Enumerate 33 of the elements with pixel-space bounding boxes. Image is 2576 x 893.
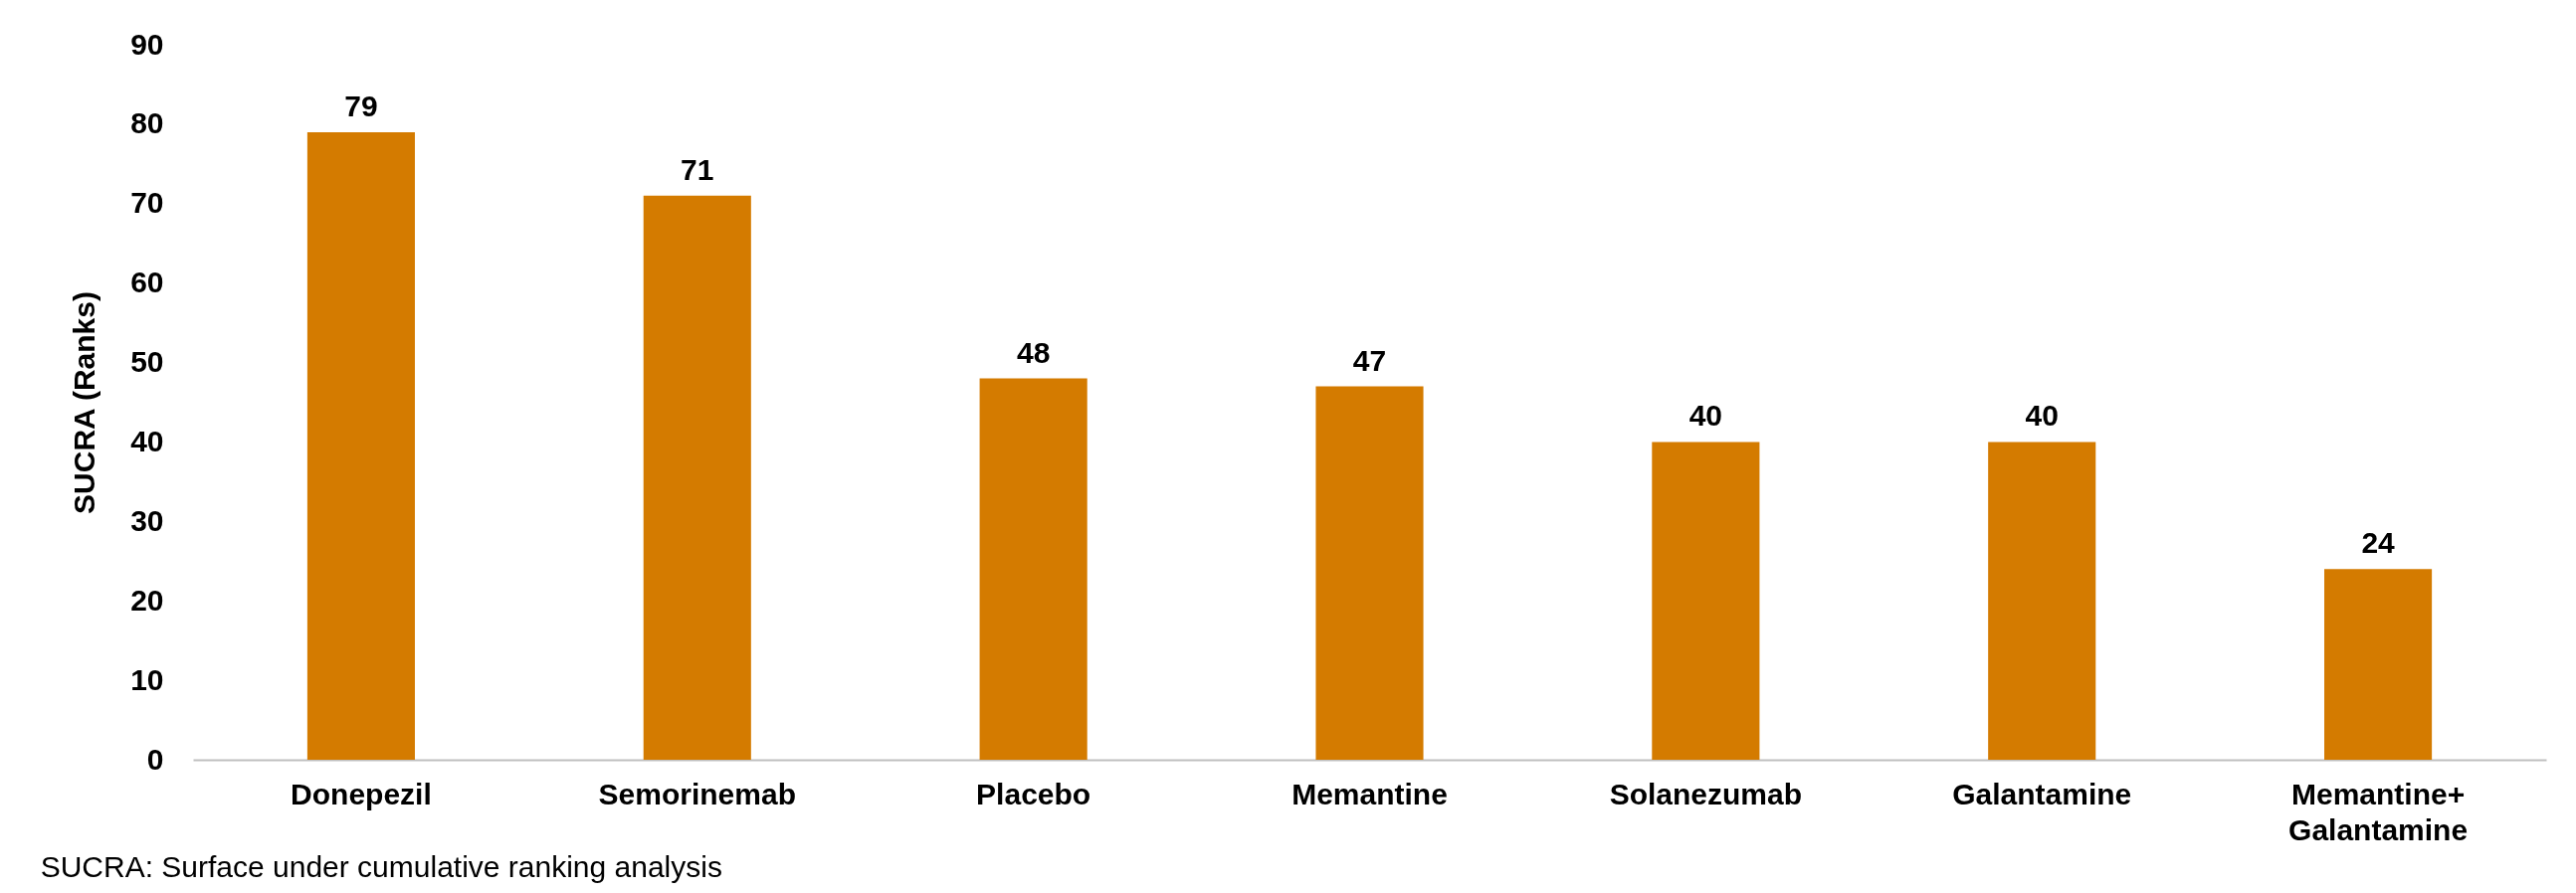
y-tick-label: 10 [130,662,164,696]
x-tick-label: Memantine+ Galantamine [2288,777,2469,846]
y-tick-label: 20 [130,583,164,617]
y-tick-label: 50 [130,345,164,379]
data-label: 71 [681,152,714,186]
data-label: 79 [344,89,378,122]
x-tick-label: Memantine [1291,777,1448,810]
bar [1652,442,1760,760]
bar [2324,569,2433,760]
y-tick-label: 90 [130,27,164,61]
x-tick-label: Solanezumab [1609,777,1803,810]
bar [306,131,415,760]
data-label: 40 [1688,399,1723,433]
text: SUCRA: Surface under cumulative ranking analysis [40,850,722,883]
x-tick-label: Semorinemab [598,777,796,810]
y-tick-label: 80 [130,106,164,140]
bar [1315,386,1424,760]
bar [1988,442,2096,760]
y-axis-title: SUCRA (Ranks) [68,291,101,514]
bar [979,378,1088,760]
data-label: 48 [1016,335,1051,369]
data-label: 47 [1352,343,1387,377]
y-tick-label: 70 [130,186,164,220]
x-tick-label: Donepezil [291,777,432,810]
y-tick-label: 40 [130,424,164,457]
y-tick-label: 60 [130,266,164,299]
bar [643,195,751,760]
y-tick-label: 30 [130,503,164,537]
y-tick-label: 0 [146,742,164,776]
data-label: 24 [2361,526,2396,560]
data-label: 40 [2025,399,2059,433]
x-tick-label: Placebo [976,777,1091,810]
x-tick-label: Galantamine [1952,777,2132,810]
